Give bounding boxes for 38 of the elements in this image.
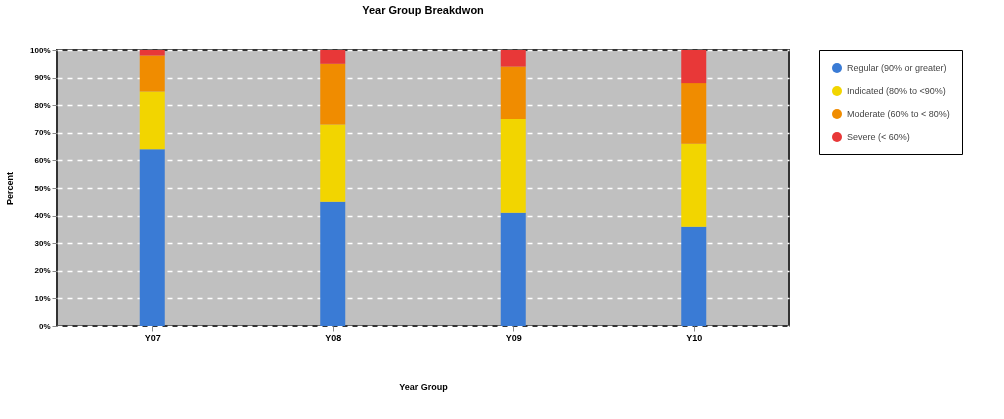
bar [681,50,707,84]
bar [320,201,346,326]
x-tick-label: Y09 [505,332,522,343]
y-tick-label: 0% [38,321,51,331]
bar [139,55,165,92]
y-tick-label: 90% [34,73,51,83]
bar [139,149,165,326]
y-tick-label: 10% [34,293,51,303]
bar [681,226,707,326]
bar [500,66,526,119]
bar [139,50,165,56]
bar [500,212,526,326]
y-tick-label: 100% [30,45,51,55]
chart-title: Year Group Breakdwon [362,4,485,16]
bar [139,91,165,150]
y-tick-label: 50% [34,183,51,193]
legend-label: Moderate (60% to < 80%) [847,109,950,119]
x-tick-label: Y08 [325,332,342,343]
bar [681,83,707,144]
x-axis-title: Year Group [399,381,449,392]
y-tick-label: 20% [34,266,51,276]
bar [500,50,526,67]
y-tick-label: 70% [34,128,51,138]
legend-label: Regular (90% or greater) [847,63,947,73]
y-axis-title: Percent [5,171,16,206]
y-tick-label: 80% [34,100,51,110]
bar [320,63,346,125]
x-tick-label: Y07 [144,332,161,343]
x-tick-label: Y10 [686,332,703,343]
bar [681,143,707,227]
bar [500,119,526,213]
y-tick-label: 40% [34,211,51,221]
bar [320,124,346,202]
legend-label: Indicated (80% to <90%) [847,86,946,96]
legend-label: Severe (< 60%) [847,132,910,142]
y-tick-label: 60% [34,155,51,165]
bar [320,50,346,64]
y-tick-label: 30% [34,238,51,248]
